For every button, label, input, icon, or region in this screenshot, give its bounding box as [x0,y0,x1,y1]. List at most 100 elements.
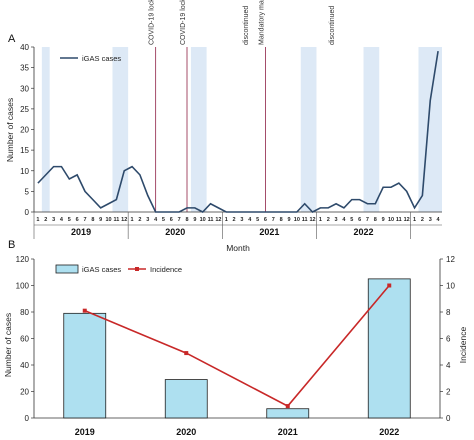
month-tick-label: 1 [225,217,228,223]
bar-igas-2022 [367,278,411,419]
igas-cases-line [37,50,439,213]
month-tick-label: 10 [105,217,111,223]
shaded-period-3 [190,47,207,212]
incidence-line [84,284,390,408]
month-tick-label: 8 [91,217,94,223]
year-label-2022: 2022 [354,227,374,237]
panel-a-line-chart: A COVID-19 lockdown COVID-19 lockdown disc… [5,0,442,253]
b-y-tick-label-20: 20 [20,388,29,397]
month-tick-label: 2 [138,217,141,223]
y-tick-label-0: 0 [25,208,30,217]
month-tick-label: 1 [36,217,39,223]
month-tick-label: 10 [294,217,300,223]
month-tick-label: 11 [208,217,214,223]
bar-igas-2021 [266,408,310,419]
y-tick-label-10: 10 [20,167,29,176]
b-y-tick-label-0: 0 [25,414,30,423]
b-y-right-tick-label-8: 8 [446,308,451,317]
event-label-4: Mandatory masking [258,0,265,45]
panel-a-legend: iGAS cases [60,54,121,63]
month-tick-label: 12 [121,217,127,223]
bar-igas-2020 [164,379,208,419]
month-tick-label: 5 [350,217,353,223]
panel-b-bar-chart: B 0 20 40 60 80 100 120 0 2 4 6 8 10 12 2019 2020 2021… [3,239,468,437]
month-tick-label: 8 [280,217,283,223]
month-tick-label: 5 [256,217,259,223]
panel-b-legend: iGAS cases Incidence [55,264,182,274]
month-tick-label: 9 [193,217,196,223]
month-tick-label: 4 [248,217,252,223]
y-tick-label-35: 35 [20,64,29,73]
shaded-period-6 [418,47,442,212]
month-tick-label: 11 [396,217,402,223]
y-tick-label-30: 30 [20,84,29,93]
legend-label-igas-cases-bar: iGAS cases [82,265,121,274]
event-label-2: COVID-19 lockdown [180,0,187,45]
month-tick-label: 1 [319,217,322,223]
month-tick-label: 2 [327,217,330,223]
incidence-point-2022 [387,283,392,288]
b-y-right-tick-label-12: 12 [446,255,455,264]
b-x-category-2022: 2022 [379,427,399,437]
event-label-5: discontinued [329,6,336,45]
month-tick-label: 7 [272,217,275,223]
incidence-point-2021 [285,404,290,409]
b-y-tick-label-40: 40 [20,361,29,370]
month-tick-label: 12 [215,217,221,223]
b-y-right-tick-label-2: 2 [446,388,451,397]
month-tick-label: 7 [178,217,181,223]
b-y-tick-label-60: 60 [20,335,29,344]
year-label-2019: 2019 [71,227,91,237]
y-tick-label-5: 5 [25,187,30,196]
month-tick-label: 10 [388,217,394,223]
month-tick-label: 6 [264,217,267,223]
incidence-point-2019 [82,308,87,313]
event-label-3: discontinued [243,6,250,45]
month-tick-label: 6 [358,217,361,223]
month-tick-label: 9 [382,217,385,223]
month-tick-label: 3 [52,217,55,223]
panel-a-y-axis-label: Number of cases [5,98,15,162]
bar-igas-2019 [63,312,107,419]
month-tick-label: 7 [83,217,86,223]
shaded-period-4 [300,47,317,212]
panel-b-y-axis-label-right: Incidence [458,327,468,364]
b-y-right-tick-label-6: 6 [446,335,451,344]
month-tick-label: 4 [342,217,346,223]
panel-b-label: B [8,239,15,251]
month-tick-label: 9 [99,217,102,223]
b-y-tick-label-120: 120 [16,255,30,264]
month-tick-label: 7 [366,217,369,223]
month-tick-label: 9 [287,217,290,223]
month-tick-label: 6 [170,217,173,223]
b-y-right-tick-label-0: 0 [446,414,451,423]
shaded-period-5 [363,47,380,212]
legend-swatch-igas-bar [55,264,79,274]
month-tick-label: 1 [413,217,416,223]
month-tick-label: 1 [131,217,134,223]
b-y-right-tick-label-4: 4 [446,361,451,370]
legend-marker-incidence [135,267,139,271]
y-tick-label-40: 40 [20,43,29,52]
month-tick-label: 12 [309,217,315,223]
month-tick-label: 4 [437,217,441,223]
month-tick-label: 2 [421,217,424,223]
b-x-category-2020: 2020 [176,427,196,437]
y-tick-label-20: 20 [20,126,29,135]
b-x-category-2019: 2019 [75,427,95,437]
panel-b-y-axis-label: Number of cases [3,313,13,377]
month-tick-label: 8 [185,217,188,223]
b-y-tick-label-80: 80 [20,308,29,317]
month-tick-label: 6 [76,217,79,223]
panel-a-label: A [8,33,16,45]
month-tick-label: 4 [154,217,158,223]
month-tick-label: 12 [404,217,410,223]
y-tick-label-25: 25 [20,105,29,114]
month-tick-label: 5 [162,217,165,223]
month-tick-label: 5 [68,217,71,223]
month-tick-label: 11 [302,217,308,223]
month-tick-label: 4 [60,217,64,223]
b-y-right-tick-label-10: 10 [446,282,455,291]
b-y-tick-label-100: 100 [16,282,30,291]
